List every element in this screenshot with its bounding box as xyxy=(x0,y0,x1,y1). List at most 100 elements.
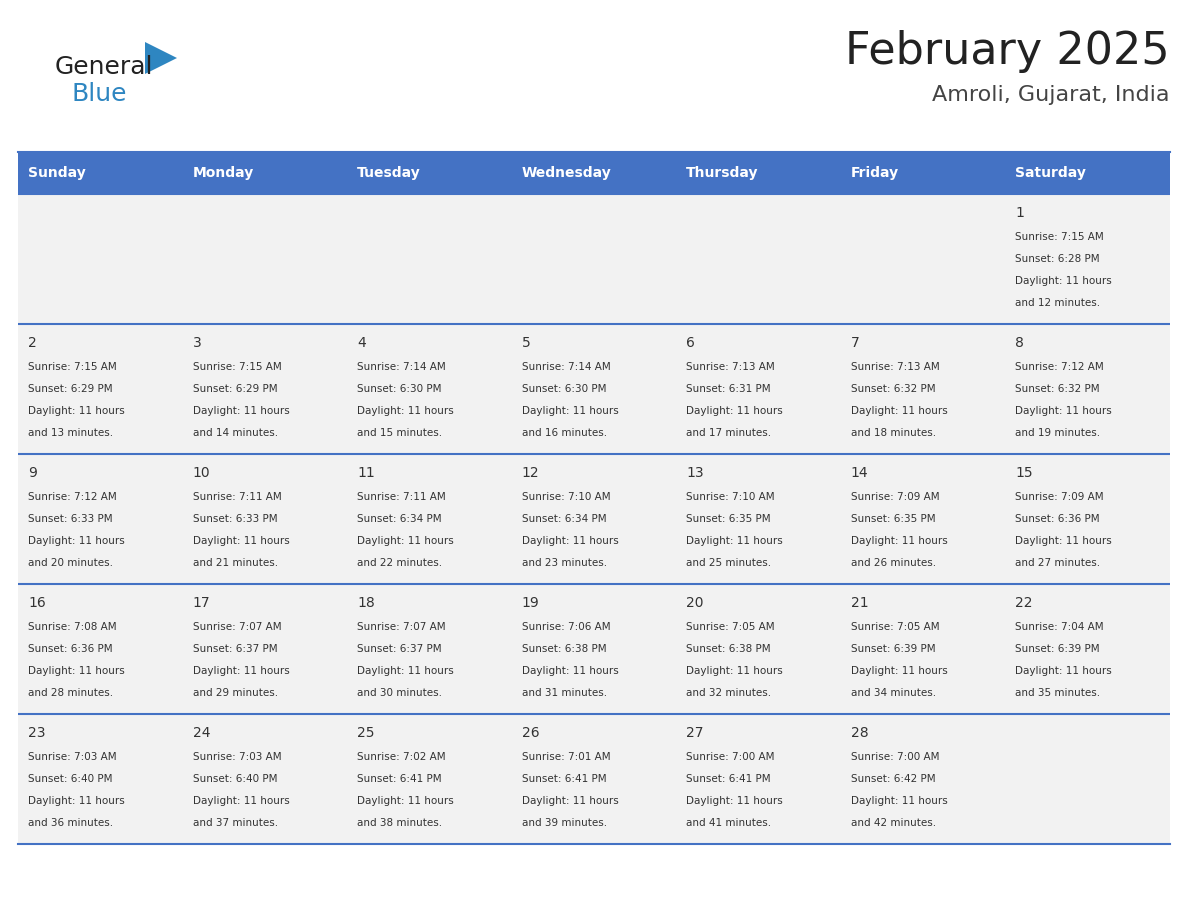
Bar xyxy=(18,152,183,194)
Text: Sunrise: 7:02 AM: Sunrise: 7:02 AM xyxy=(358,752,446,762)
Text: and 23 minutes.: and 23 minutes. xyxy=(522,558,607,568)
Bar xyxy=(676,194,841,324)
Text: Daylight: 11 hours: Daylight: 11 hours xyxy=(851,666,948,676)
Text: and 34 minutes.: and 34 minutes. xyxy=(851,688,936,698)
Text: Daylight: 11 hours: Daylight: 11 hours xyxy=(687,796,783,806)
Text: Blue: Blue xyxy=(72,82,127,106)
Text: 23: 23 xyxy=(29,726,45,740)
Text: Sunset: 6:36 PM: Sunset: 6:36 PM xyxy=(1016,514,1100,524)
Bar xyxy=(512,584,676,714)
Text: 6: 6 xyxy=(687,336,695,350)
Text: Friday: Friday xyxy=(851,166,899,180)
Text: Daylight: 11 hours: Daylight: 11 hours xyxy=(358,796,454,806)
Text: Sunset: 6:41 PM: Sunset: 6:41 PM xyxy=(522,774,606,784)
Bar xyxy=(512,324,676,454)
Text: Sunrise: 7:07 AM: Sunrise: 7:07 AM xyxy=(192,622,282,632)
Bar xyxy=(183,152,347,194)
Text: Sunrise: 7:15 AM: Sunrise: 7:15 AM xyxy=(1016,232,1104,242)
Text: Sunset: 6:39 PM: Sunset: 6:39 PM xyxy=(1016,644,1100,654)
Text: and 39 minutes.: and 39 minutes. xyxy=(522,818,607,828)
Text: Sunrise: 7:15 AM: Sunrise: 7:15 AM xyxy=(192,362,282,372)
Text: Sunrise: 7:11 AM: Sunrise: 7:11 AM xyxy=(192,492,282,502)
Text: and 37 minutes.: and 37 minutes. xyxy=(192,818,278,828)
Text: Sunset: 6:38 PM: Sunset: 6:38 PM xyxy=(522,644,606,654)
Text: 14: 14 xyxy=(851,466,868,480)
Text: Sunset: 6:39 PM: Sunset: 6:39 PM xyxy=(851,644,935,654)
Bar xyxy=(347,152,512,194)
Text: Sunrise: 7:08 AM: Sunrise: 7:08 AM xyxy=(29,622,116,632)
Text: Sunset: 6:40 PM: Sunset: 6:40 PM xyxy=(192,774,277,784)
Text: and 41 minutes.: and 41 minutes. xyxy=(687,818,771,828)
Bar xyxy=(841,152,1005,194)
Text: Sunset: 6:33 PM: Sunset: 6:33 PM xyxy=(29,514,113,524)
Text: 19: 19 xyxy=(522,596,539,610)
Text: Saturday: Saturday xyxy=(1016,166,1086,180)
Text: 18: 18 xyxy=(358,596,375,610)
Text: 13: 13 xyxy=(687,466,704,480)
Text: and 17 minutes.: and 17 minutes. xyxy=(687,428,771,438)
Text: Sunrise: 7:09 AM: Sunrise: 7:09 AM xyxy=(851,492,940,502)
Text: Daylight: 11 hours: Daylight: 11 hours xyxy=(522,666,619,676)
Text: Daylight: 11 hours: Daylight: 11 hours xyxy=(687,406,783,416)
Text: Daylight: 11 hours: Daylight: 11 hours xyxy=(687,536,783,546)
Text: and 16 minutes.: and 16 minutes. xyxy=(522,428,607,438)
Text: 21: 21 xyxy=(851,596,868,610)
Bar xyxy=(676,454,841,584)
Text: Sunrise: 7:14 AM: Sunrise: 7:14 AM xyxy=(522,362,611,372)
Text: Sunrise: 7:03 AM: Sunrise: 7:03 AM xyxy=(29,752,116,762)
Text: Sunset: 6:37 PM: Sunset: 6:37 PM xyxy=(192,644,277,654)
Bar xyxy=(18,454,183,584)
Text: Sunrise: 7:05 AM: Sunrise: 7:05 AM xyxy=(851,622,940,632)
Text: 25: 25 xyxy=(358,726,374,740)
Text: 4: 4 xyxy=(358,336,366,350)
Bar xyxy=(1005,584,1170,714)
Bar xyxy=(183,584,347,714)
Bar xyxy=(183,194,347,324)
Bar xyxy=(676,152,841,194)
Text: Daylight: 11 hours: Daylight: 11 hours xyxy=(192,796,290,806)
Text: Sunrise: 7:09 AM: Sunrise: 7:09 AM xyxy=(1016,492,1104,502)
Text: Sunrise: 7:12 AM: Sunrise: 7:12 AM xyxy=(1016,362,1104,372)
Text: Daylight: 11 hours: Daylight: 11 hours xyxy=(522,536,619,546)
Text: Sunset: 6:36 PM: Sunset: 6:36 PM xyxy=(29,644,113,654)
Text: Sunset: 6:32 PM: Sunset: 6:32 PM xyxy=(851,384,935,394)
Bar xyxy=(347,584,512,714)
Text: Daylight: 11 hours: Daylight: 11 hours xyxy=(522,796,619,806)
Text: Daylight: 11 hours: Daylight: 11 hours xyxy=(1016,666,1112,676)
Text: Sunrise: 7:10 AM: Sunrise: 7:10 AM xyxy=(522,492,611,502)
Bar xyxy=(347,324,512,454)
Text: Daylight: 11 hours: Daylight: 11 hours xyxy=(851,406,948,416)
Text: and 22 minutes.: and 22 minutes. xyxy=(358,558,442,568)
Text: 16: 16 xyxy=(29,596,46,610)
Text: 8: 8 xyxy=(1016,336,1024,350)
Text: Sunset: 6:33 PM: Sunset: 6:33 PM xyxy=(192,514,277,524)
Text: and 25 minutes.: and 25 minutes. xyxy=(687,558,771,568)
Bar xyxy=(347,194,512,324)
Text: Sunset: 6:34 PM: Sunset: 6:34 PM xyxy=(522,514,606,524)
Bar xyxy=(512,714,676,844)
Text: Daylight: 11 hours: Daylight: 11 hours xyxy=(358,666,454,676)
Text: Daylight: 11 hours: Daylight: 11 hours xyxy=(192,536,290,546)
Text: Sunset: 6:30 PM: Sunset: 6:30 PM xyxy=(522,384,606,394)
Text: Sunset: 6:40 PM: Sunset: 6:40 PM xyxy=(29,774,113,784)
Text: 22: 22 xyxy=(1016,596,1032,610)
Bar xyxy=(18,194,183,324)
Text: and 14 minutes.: and 14 minutes. xyxy=(192,428,278,438)
Bar xyxy=(1005,324,1170,454)
Bar xyxy=(512,454,676,584)
Text: and 32 minutes.: and 32 minutes. xyxy=(687,688,771,698)
Text: and 42 minutes.: and 42 minutes. xyxy=(851,818,936,828)
Text: Sunrise: 7:14 AM: Sunrise: 7:14 AM xyxy=(358,362,446,372)
Text: 5: 5 xyxy=(522,336,531,350)
Bar xyxy=(841,454,1005,584)
Text: Sunrise: 7:05 AM: Sunrise: 7:05 AM xyxy=(687,622,775,632)
Text: and 21 minutes.: and 21 minutes. xyxy=(192,558,278,568)
Text: 12: 12 xyxy=(522,466,539,480)
Text: Sunrise: 7:07 AM: Sunrise: 7:07 AM xyxy=(358,622,446,632)
Bar xyxy=(1005,714,1170,844)
Text: 24: 24 xyxy=(192,726,210,740)
Text: Daylight: 11 hours: Daylight: 11 hours xyxy=(192,666,290,676)
Bar xyxy=(347,454,512,584)
Text: and 38 minutes.: and 38 minutes. xyxy=(358,818,442,828)
Bar xyxy=(841,714,1005,844)
